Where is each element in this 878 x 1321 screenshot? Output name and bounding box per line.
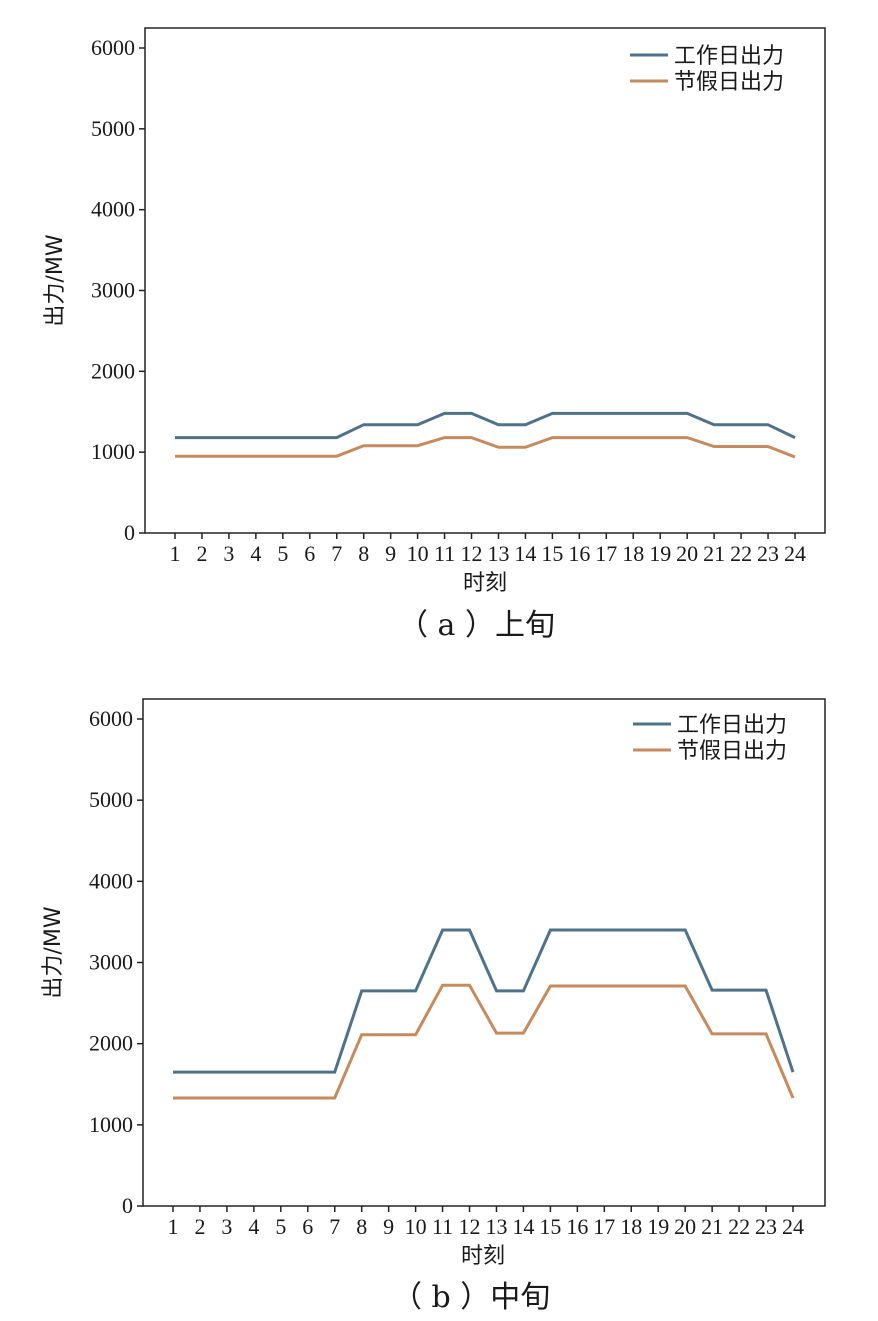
y-tick-label: 5000 — [89, 787, 133, 812]
x-tick-label: 24 — [784, 541, 806, 566]
legend-label: 节假日出力 — [674, 70, 784, 95]
y-tick-label: 1000 — [91, 439, 135, 464]
x-tick-label: 1 — [170, 541, 181, 566]
y-axis-label: 出力/MW — [43, 234, 68, 326]
y-tick-label: 6000 — [91, 35, 135, 60]
series-line-workday — [173, 928, 795, 1074]
x-tick-label: 9 — [383, 1214, 394, 1239]
x-tick-label: 8 — [358, 541, 369, 566]
x-tick-label: 4 — [250, 541, 261, 566]
x-tick-label: 10 — [407, 541, 429, 566]
x-tick-label: 14 — [512, 1214, 534, 1239]
x-tick-label: 21 — [703, 541, 725, 566]
x-tick-label: 11 — [432, 1214, 453, 1239]
x-tick-label: 16 — [566, 1214, 588, 1239]
plot-frame — [142, 698, 826, 1207]
y-tick-label: 3000 — [91, 278, 135, 303]
x-tick-label: 18 — [622, 541, 644, 566]
x-axis-label: 时刻 — [463, 571, 507, 596]
x-tick-label: 7 — [331, 541, 342, 566]
series-line-holiday — [175, 436, 796, 459]
x-tick-label: 19 — [647, 1214, 669, 1239]
y-tick-label: 5000 — [91, 116, 135, 141]
x-tick-label: 15 — [539, 1214, 561, 1239]
plot-frame — [144, 27, 826, 534]
y-tick-label: 0 — [122, 1193, 133, 1218]
x-tick-label: 14 — [514, 541, 536, 566]
x-tick-label: 19 — [649, 541, 671, 566]
x-tick-label: 1 — [168, 1214, 179, 1239]
y-tick-label: 4000 — [91, 197, 135, 222]
legend-label: 工作日出力 — [674, 44, 784, 69]
x-tick-label: 21 — [701, 1214, 723, 1239]
x-tick-label: 11 — [434, 541, 455, 566]
chart-a-caption: （ a ）上旬 — [398, 608, 555, 643]
x-tick-label: 18 — [620, 1214, 642, 1239]
y-tick-label: 0 — [124, 520, 135, 545]
x-axis-label: 时刻 — [461, 1244, 505, 1269]
legend-label: 节假日出力 — [677, 739, 787, 764]
x-tick-label: 3 — [223, 541, 234, 566]
x-tick-label: 23 — [757, 541, 779, 566]
y-tick-label: 3000 — [89, 950, 133, 975]
y-tick-label: 2000 — [89, 1031, 133, 1056]
x-tick-label: 4 — [248, 1214, 259, 1239]
chart-b-caption: （ b ）中旬 — [392, 1280, 551, 1315]
x-tick-label: 8 — [356, 1214, 367, 1239]
y-tick-label: 1000 — [89, 1112, 133, 1137]
y-tick-label: 4000 — [89, 868, 133, 893]
x-tick-label: 13 — [487, 541, 509, 566]
y-tick-label: 2000 — [91, 358, 135, 383]
x-tick-label: 3 — [221, 1214, 232, 1239]
series-line-holiday — [173, 983, 795, 1100]
x-tick-label: 22 — [730, 541, 752, 566]
x-tick-label: 9 — [385, 541, 396, 566]
x-tick-label: 17 — [595, 541, 617, 566]
x-tick-label: 22 — [728, 1214, 750, 1239]
x-tick-label: 13 — [485, 1214, 507, 1239]
y-tick-label: 6000 — [89, 706, 133, 731]
legend-label: 工作日出力 — [677, 713, 787, 738]
y-axis-label: 出力/MW — [41, 906, 66, 998]
x-tick-label: 6 — [302, 1214, 313, 1239]
x-tick-label: 20 — [676, 541, 698, 566]
x-tick-label: 2 — [196, 541, 207, 566]
x-tick-label: 20 — [674, 1214, 696, 1239]
x-tick-label: 12 — [461, 541, 483, 566]
x-tick-label: 17 — [593, 1214, 615, 1239]
x-tick-label: 24 — [782, 1214, 804, 1239]
x-tick-label: 6 — [304, 541, 315, 566]
x-tick-label: 7 — [329, 1214, 340, 1239]
x-tick-label: 16 — [568, 541, 590, 566]
x-tick-label: 12 — [459, 1214, 481, 1239]
x-tick-label: 10 — [405, 1214, 427, 1239]
x-tick-label: 23 — [755, 1214, 777, 1239]
x-tick-label: 5 — [275, 1214, 286, 1239]
series-line-workday — [175, 411, 796, 440]
x-tick-label: 15 — [541, 541, 563, 566]
x-tick-label: 5 — [277, 541, 288, 566]
x-tick-label: 2 — [194, 1214, 205, 1239]
